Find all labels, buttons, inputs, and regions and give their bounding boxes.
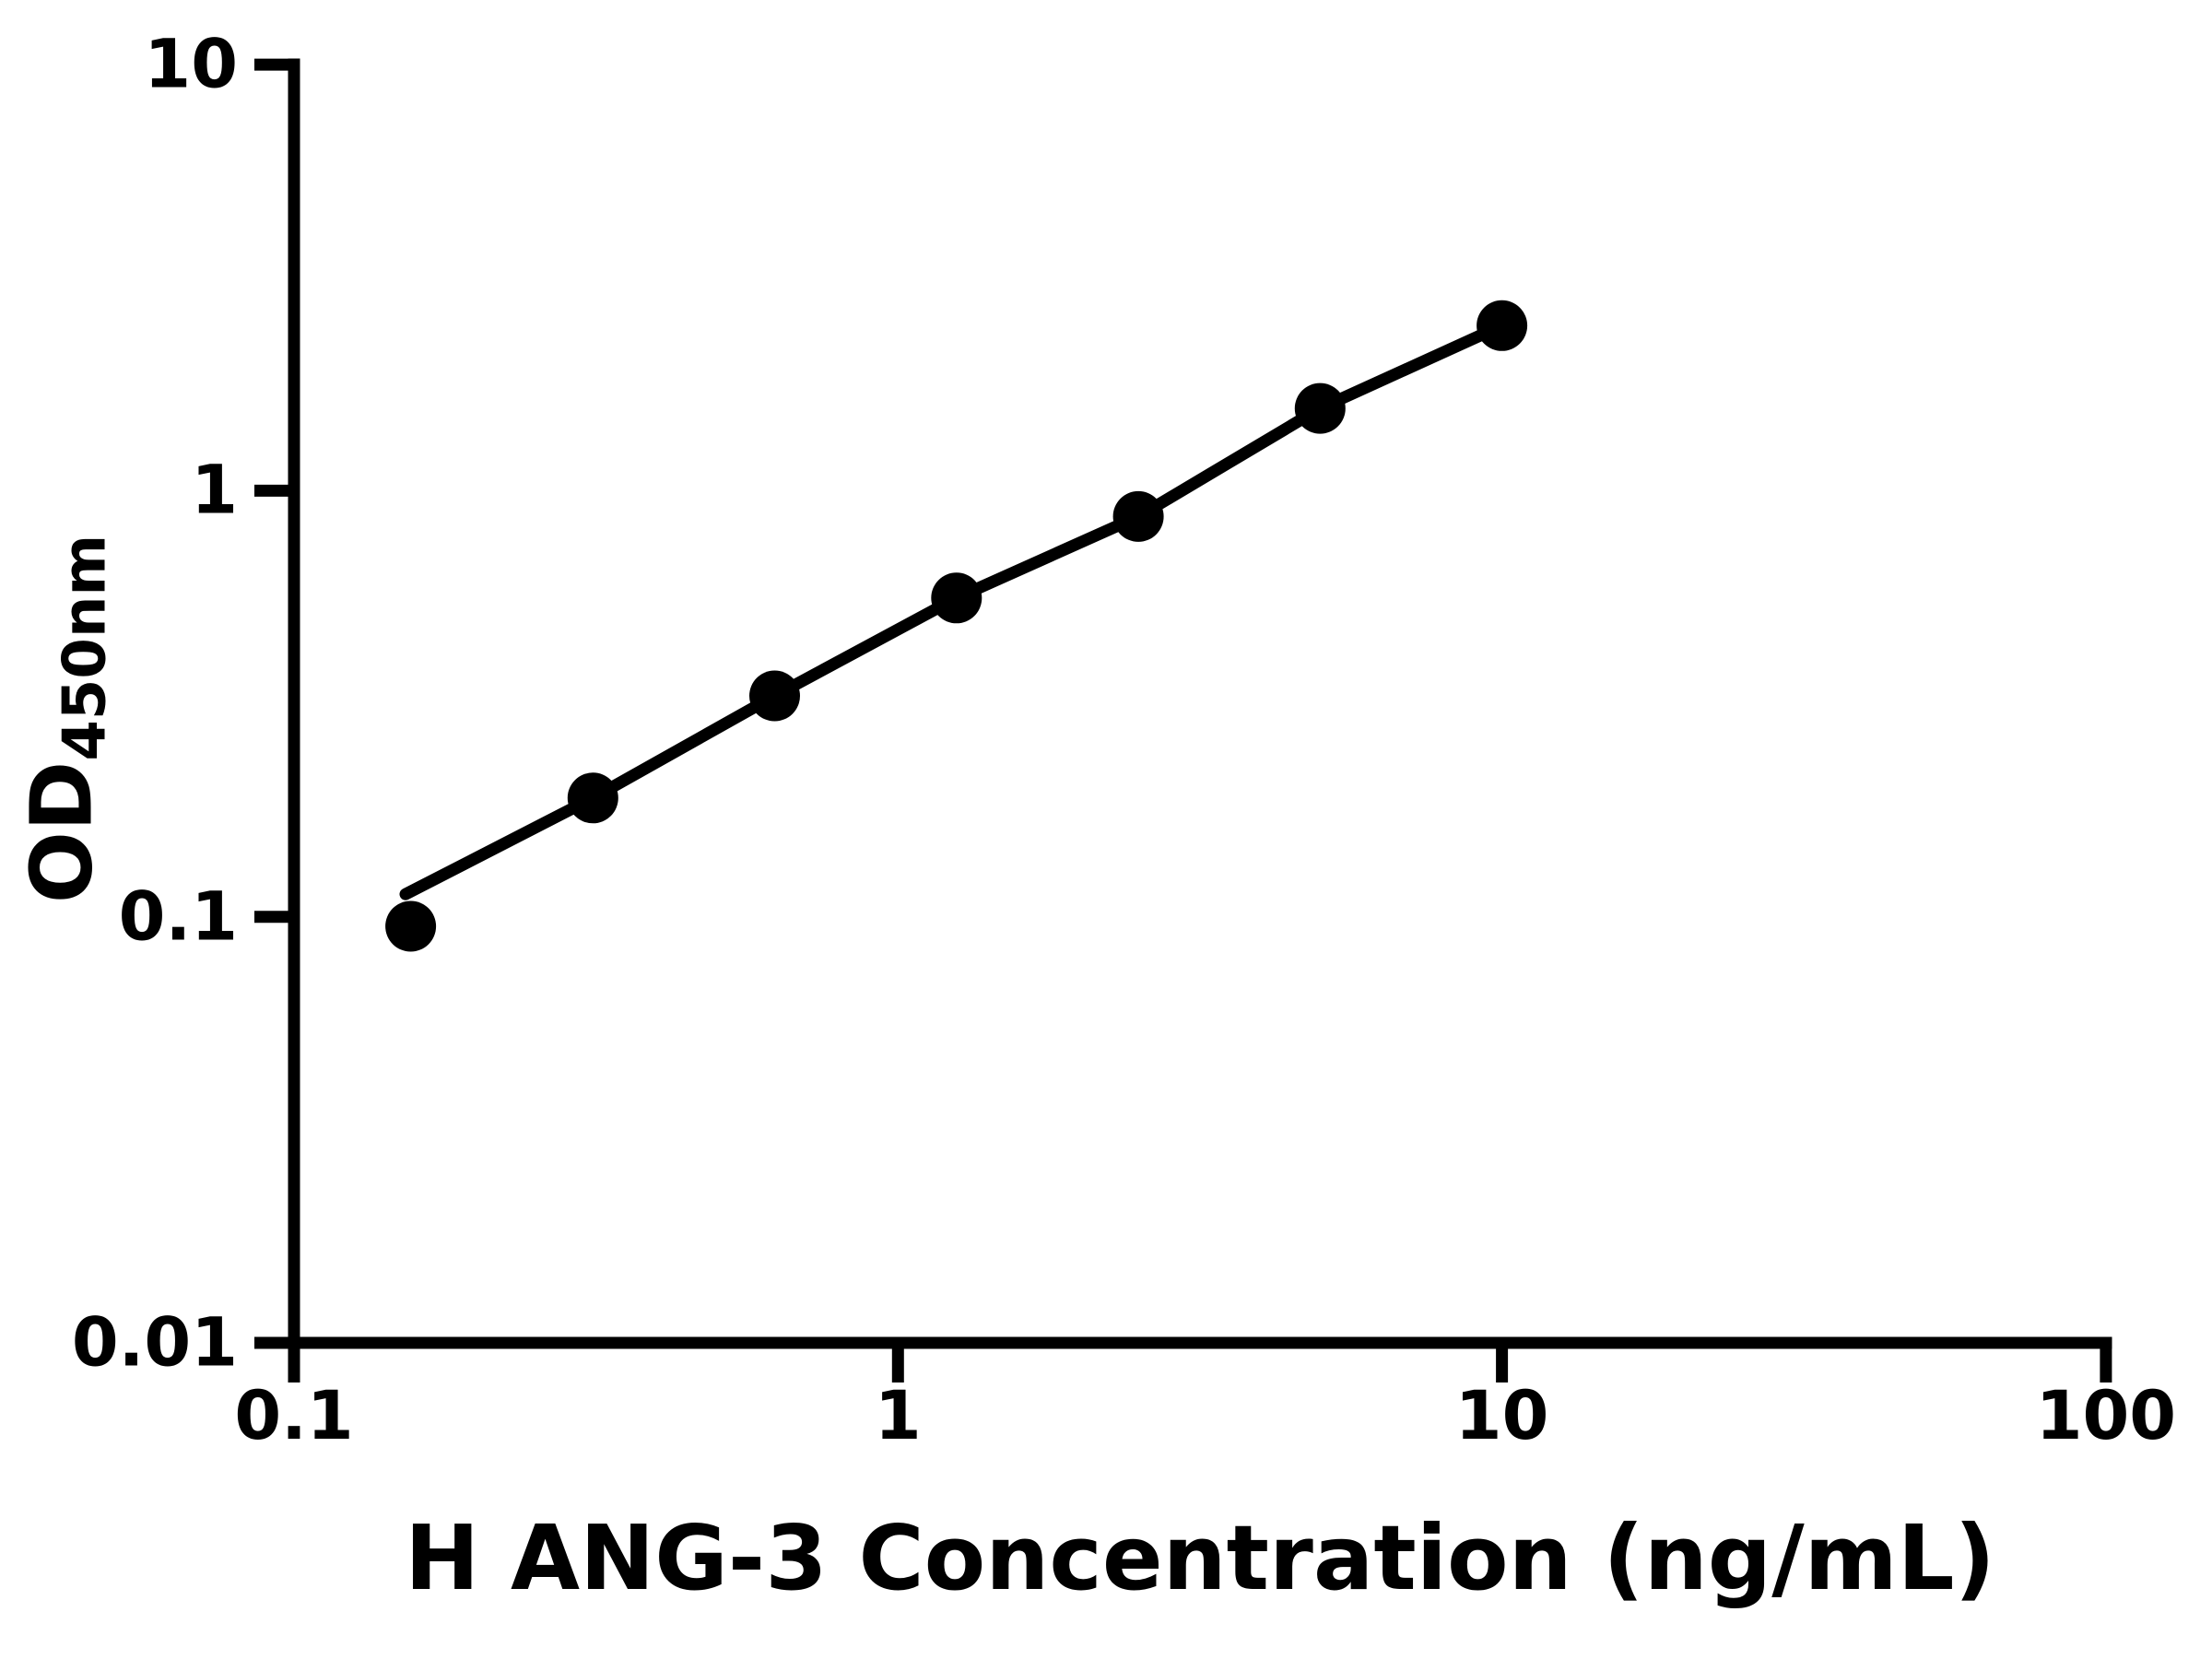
y-tick-label-1: 1 <box>191 451 238 530</box>
y-axis-title-main: OD <box>12 760 112 904</box>
data-point <box>749 670 800 722</box>
x-tick-label-0p1: 0.1 <box>234 1377 354 1455</box>
x-tick-label-100: 100 <box>2035 1377 2177 1455</box>
data-point <box>931 572 982 624</box>
data-point <box>1477 300 1528 351</box>
y-tick-label-0p1: 0.1 <box>118 877 238 957</box>
y-axis-title: OD450nm <box>13 535 120 903</box>
y-tick-label-10: 10 <box>144 25 238 104</box>
x-axis-title: H ANG-3 Concentration (ng/mL) <box>405 1506 1995 1610</box>
x-tick-label-1: 1 <box>874 1377 922 1455</box>
data-point <box>567 772 618 824</box>
y-tick-label-0p01: 0.01 <box>71 1303 238 1382</box>
data-point <box>385 900 437 952</box>
x-tick-label-10: 10 <box>1454 1377 1549 1455</box>
data-points <box>385 300 1528 952</box>
y-axis-title-subscript: 450nm <box>51 534 120 761</box>
data-point <box>1294 382 1346 434</box>
axis-ticks <box>254 58 2112 1382</box>
data-point <box>1112 490 1164 542</box>
